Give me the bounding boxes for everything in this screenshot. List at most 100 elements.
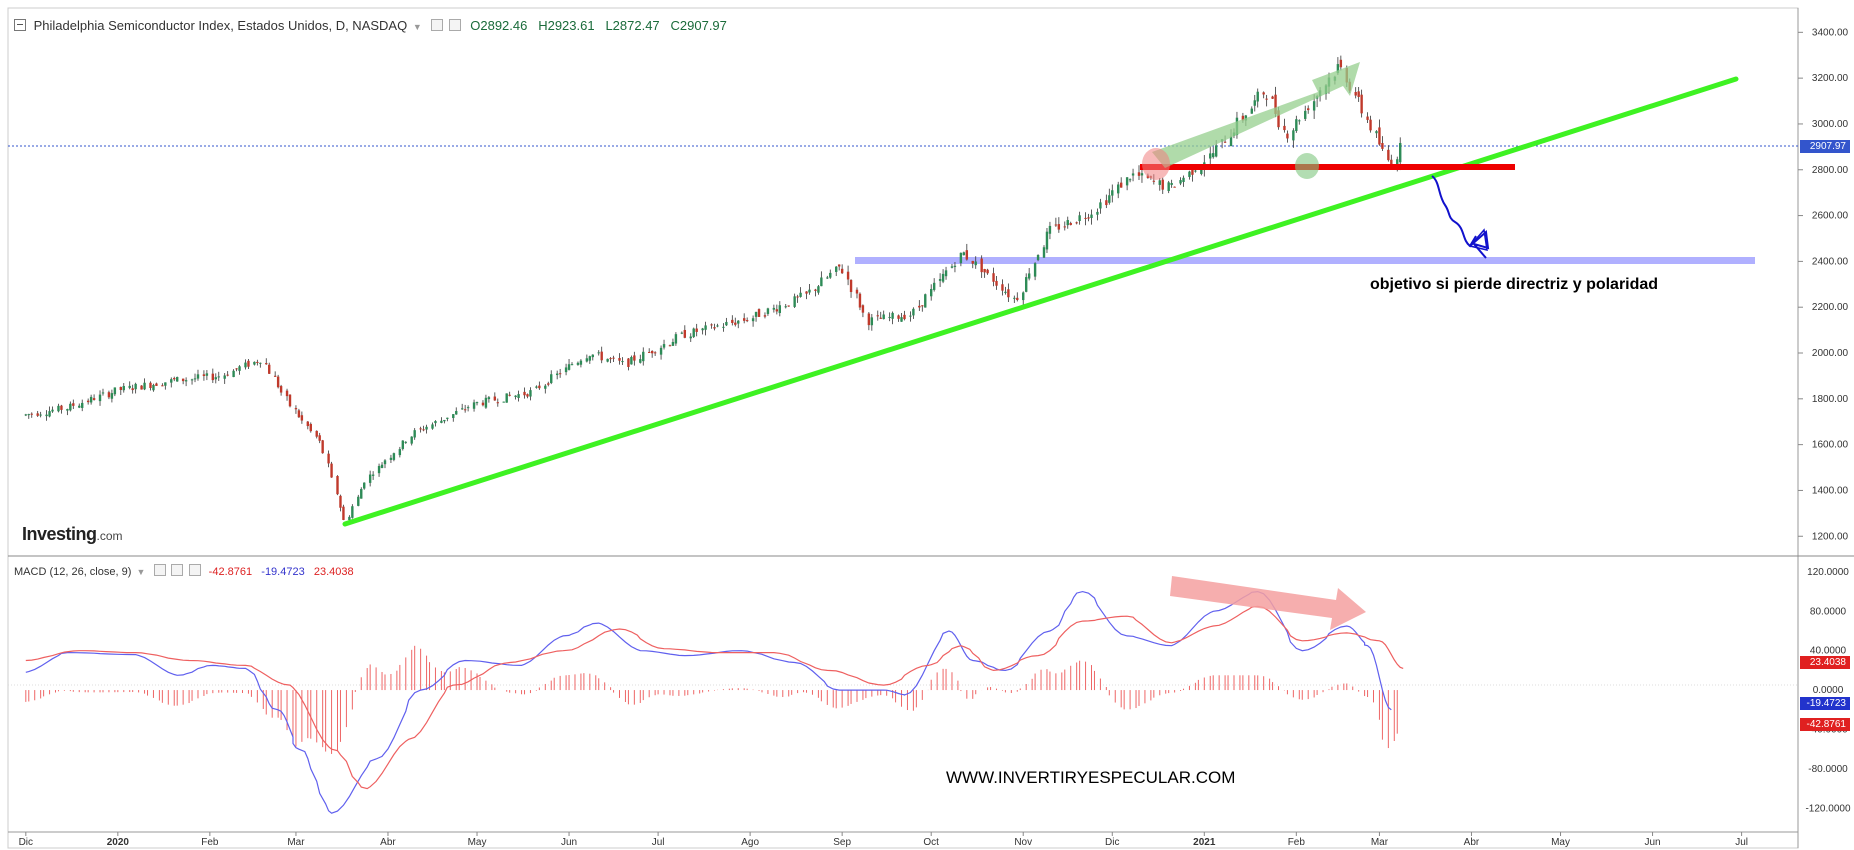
candle-body [1274,94,1277,114]
candle-body [642,351,645,362]
candle-body [888,316,891,318]
candle-body [363,482,366,489]
candle-body [793,296,796,307]
candle-body [980,258,983,273]
candle-body [950,266,954,268]
candle-body [941,273,945,282]
candle-body [579,360,583,365]
candle-body [57,405,60,412]
candle-body [734,322,737,325]
candle-body [858,293,862,308]
macd-line [25,590,1392,814]
price-tick-label: 1200.00 [1812,531,1849,542]
candle-body [339,495,342,508]
candle-body [235,368,238,370]
candle-body [1137,172,1141,176]
uptrend-arrow [1152,62,1360,168]
candle-body [1054,224,1058,226]
candle-body [101,392,105,394]
candle-body [81,402,84,408]
candle-body [342,506,345,520]
candle-body [1099,202,1102,209]
candle-body [72,403,75,406]
candle-body [1027,273,1031,279]
chevron-down-icon[interactable]: ▼ [412,22,422,32]
uptrend-line[interactable] [342,76,1739,527]
macd-tick-label: -120.0000 [1805,803,1850,814]
candle-body [576,362,580,365]
target-annotation: objetivo si pierde directriz y polaridad [1370,276,1659,293]
candle-body [547,383,550,385]
price-tick-label: 1400.00 [1812,485,1849,496]
candle-body [555,373,559,376]
time-tick-label: Nov [1014,837,1032,848]
time-tick-label: 2020 [107,837,130,848]
candle-body [1357,91,1360,97]
candle-body [1125,177,1129,186]
candle-body [36,413,39,416]
high-value: H2923.61 [538,18,595,33]
visibility-icon[interactable] [171,564,184,576]
candle-body [51,409,54,412]
candle-body [404,441,407,443]
macd-tick-label: -80.0000 [1808,764,1848,775]
time-tick-label: Jul [1735,837,1748,848]
time-tick-label: Mar [287,837,305,848]
candle-body [505,393,508,403]
candle-body [1399,143,1402,163]
macd-histogram [25,645,1398,754]
collapse-icon[interactable] [14,19,26,31]
time-tick-label: Abr [1464,837,1480,848]
candle-body [1179,180,1182,184]
candle-body [202,374,206,376]
time-tick-label: Jun [1644,837,1660,848]
candle-body [134,383,137,390]
candle-body [805,291,808,294]
logo-domain: .com [96,529,123,543]
candle-body [273,375,277,377]
candle-body [995,280,998,286]
candle-body [689,336,692,339]
settings-icon[interactable] [154,564,167,576]
candle-body [348,516,351,521]
candle-body [754,311,758,317]
candle-body [1111,190,1114,196]
candle-body [704,325,707,330]
close-icon[interactable] [188,564,201,576]
candle-body [48,411,51,417]
candle-body [463,409,467,411]
candle-body [1188,171,1191,177]
candle-body [674,334,678,344]
candle-body [211,373,215,381]
candle-body [318,435,321,441]
candle-body [1223,141,1227,143]
candle-body [1295,119,1298,132]
candle-body [953,265,957,267]
candle-body [78,405,81,408]
projection-arrowhead [1468,228,1488,251]
candle-body [882,314,885,320]
candle-body [1108,195,1111,203]
settings-icon[interactable] [431,19,444,31]
price-tick-label: 3000.00 [1812,119,1849,130]
candle-body [1013,297,1016,299]
candle-body [466,407,470,409]
candle-body [814,289,817,291]
candle-body [775,309,779,312]
candle-body [383,460,387,465]
chevron-down-icon[interactable]: ▼ [136,567,146,577]
price-tick-label: 2800.00 [1812,165,1849,176]
candle-body [69,403,72,411]
candle-body [149,382,152,389]
last-price-tag: 2907.97 [1800,140,1850,153]
price-tick-label: 2000.00 [1812,348,1849,359]
candle-body [1304,110,1307,119]
candlestick-series [24,55,1402,522]
candle-body [526,394,529,397]
price-tick-label: 1800.00 [1812,394,1849,405]
candle-body [897,315,900,319]
visibility-icon[interactable] [449,19,462,31]
candle-body [1378,127,1381,145]
candle-body [330,463,333,478]
macd-tag: -19.4723 [1800,697,1850,710]
